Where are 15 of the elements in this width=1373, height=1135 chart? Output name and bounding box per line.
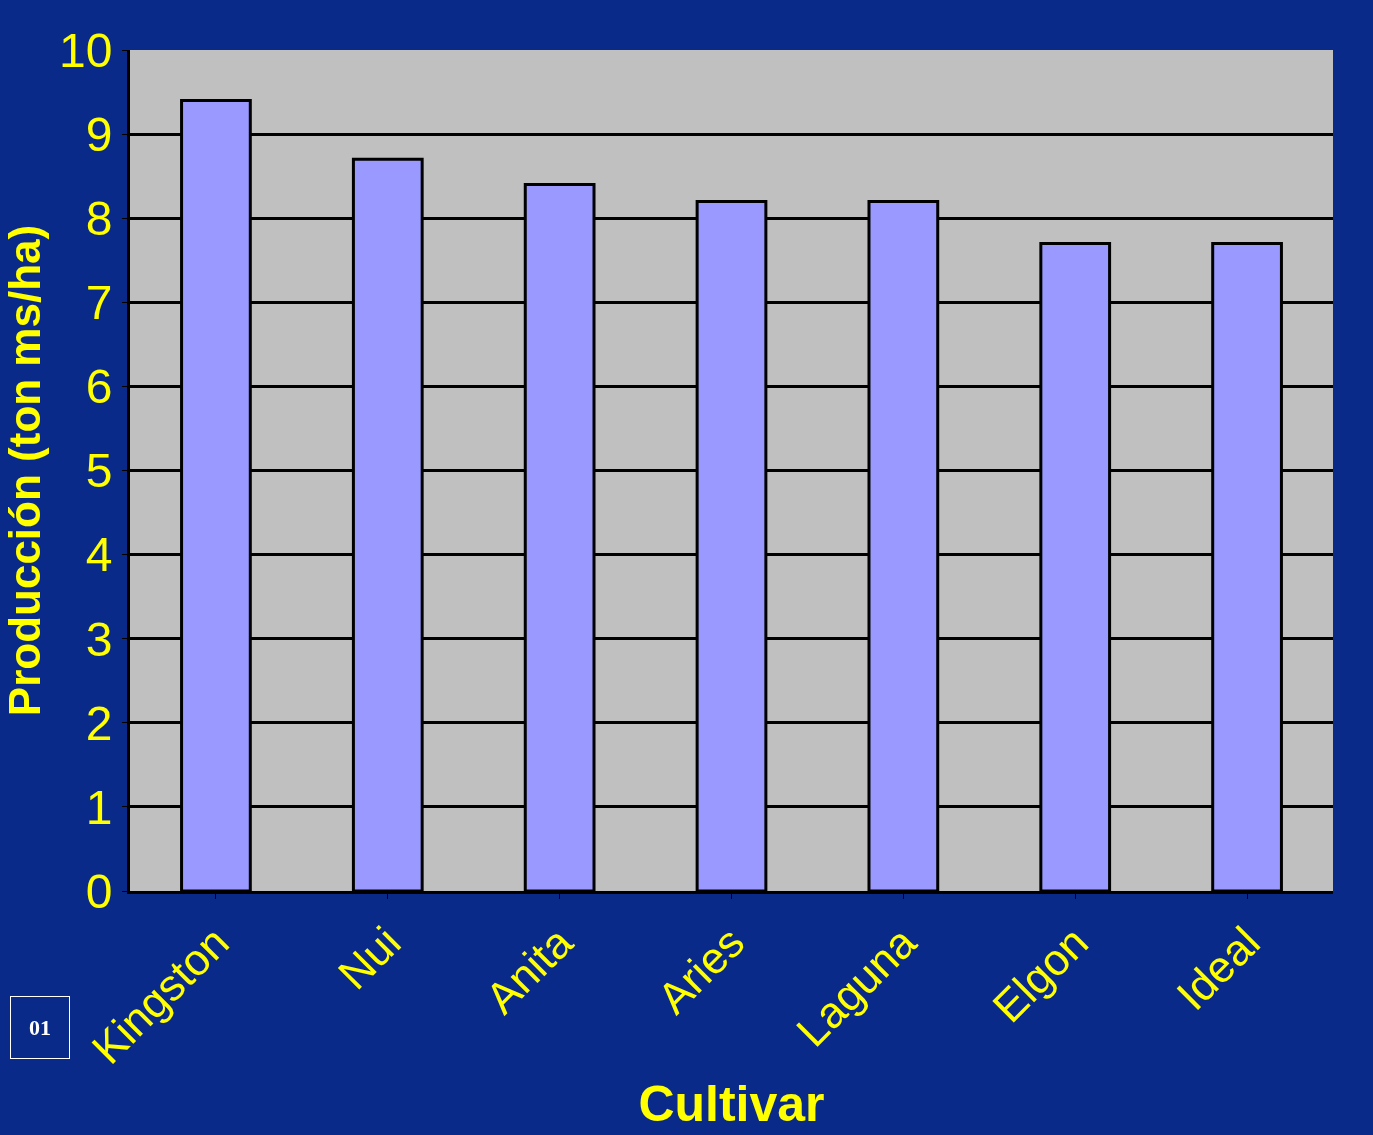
y-tick-label: 7 bbox=[85, 276, 113, 330]
y-tick-label: 8 bbox=[85, 192, 113, 245]
y-tick-label: 10 bbox=[59, 23, 113, 77]
y-tick-label: 5 bbox=[85, 444, 113, 498]
x-axis-title: Cultivar bbox=[638, 1076, 825, 1133]
y-axis-title: Producción (ton ms/ha) bbox=[0, 224, 49, 717]
y-tick-label: 4 bbox=[85, 528, 113, 582]
y-tick-label: 1 bbox=[85, 780, 113, 834]
y-tick-label: 0 bbox=[85, 864, 113, 918]
y-tick-label: 6 bbox=[85, 360, 113, 414]
y-tick-label: 9 bbox=[85, 107, 113, 161]
text: 01 bbox=[29, 1015, 51, 1040]
y-tick-label: 2 bbox=[85, 696, 113, 750]
y-tick-label: 3 bbox=[85, 612, 113, 666]
x-tick-label: Nui bbox=[328, 917, 410, 999]
